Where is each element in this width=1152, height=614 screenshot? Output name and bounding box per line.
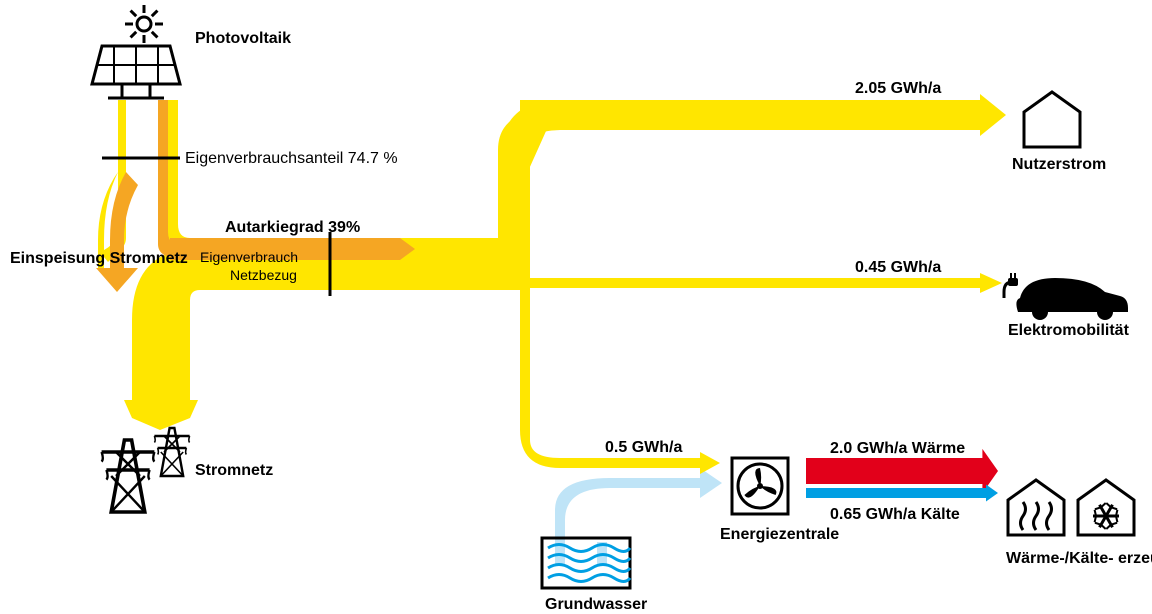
flow-to-emob [530,278,980,288]
value-kaelte: 0.65 GWh/a Kälte [830,506,960,524]
value-waerme: 2.0 GWh/a Wärme [830,440,965,458]
value-nutzerstrom: 2.05 GWh/a [855,80,941,98]
value-emob: 0.45 GWh/a [855,259,941,277]
label-stromnetz: Stromnetz [195,462,273,480]
label-photovoltaik: Photovoltaik [195,30,291,48]
pylon-icon [102,440,155,512]
diagram-svg [0,0,1152,613]
label-grundwasser: Grundwasser [545,596,647,614]
heat-house-icon [1008,480,1064,535]
label-elektromobilitaet: Elektromobilität [1008,322,1129,340]
pylon-icon [154,428,189,476]
cold-house-icon [1078,480,1134,535]
fan-icon [732,458,788,514]
label-netzbezug: Netzbezug [230,267,297,283]
value-ez: 0.5 GWh/a [605,439,682,457]
label-autarkiegrad: Autarkiegrad 39% [225,219,360,237]
house-icon [1024,92,1080,147]
sun-icon [125,5,163,43]
solar-panel-icon [92,46,180,98]
label-eigenverbrauch: Eigenverbrauch [200,249,298,265]
label-waerme-kaelte: Wärme-/Kälte- erzeugung [1006,550,1152,568]
label-nutzerstrom: Nutzerstrom [1012,156,1106,174]
label-energiezentrale: Energiezentrale [720,526,839,544]
label-eigenverbrauchsanteil: Eigenverbrauchsanteil 74.7 % [185,150,398,168]
label-einspeisung: Einspeisung Stromnetz [10,250,188,268]
ev-car-icon [1004,273,1128,320]
energy-flow-diagram: { "diagram": { "type": "sankey-energy-fl… [0,0,1152,613]
